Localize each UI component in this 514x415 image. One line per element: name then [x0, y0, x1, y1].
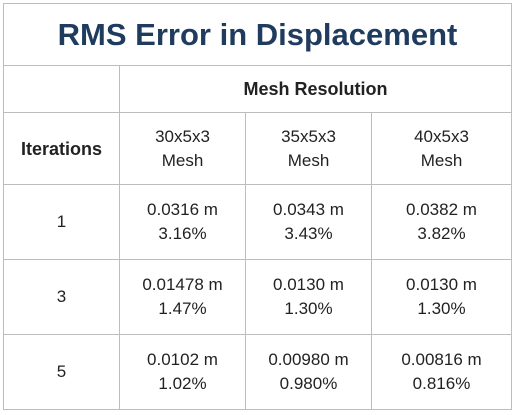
rms-error-table: RMS Error in Displacement Mesh Resolutio…: [3, 3, 512, 410]
table-cell: 0.0382 m 3.82%: [371, 184, 512, 260]
cell-percent: 1.30%: [417, 299, 466, 318]
column-header-line2: Mesh: [420, 150, 463, 170]
cell-percent: 1.47%: [158, 299, 207, 318]
column-header-line2: Mesh: [161, 150, 204, 170]
table-cell: 0.0102 m 1.02%: [119, 334, 246, 410]
table-container: RMS Error in Displacement Mesh Resolutio…: [3, 3, 512, 410]
table-cell: 0.0130 m 1.30%: [245, 259, 372, 335]
table-row: 1 0.0316 m 3.16% 0.0343 m 3.43% 0.0382 m…: [3, 184, 512, 260]
empty-corner-cell: [3, 65, 120, 113]
cell-percent: 1.30%: [284, 299, 333, 318]
column-header: 30x5x3 Mesh: [119, 112, 246, 185]
column-header-line1: 30x5x3: [155, 126, 210, 146]
cell-value: 0.0316 m: [147, 200, 218, 219]
cell-percent: 0.816%: [412, 374, 471, 393]
table-cell: 0.0130 m 1.30%: [371, 259, 512, 335]
iteration-label: 1: [3, 184, 120, 260]
table-cell: 0.0316 m 3.16%: [119, 184, 246, 260]
cell-value: 0.0102 m: [147, 350, 218, 369]
cell-percent: 3.82%: [417, 224, 466, 243]
row-header: Iterations: [3, 112, 120, 185]
cell-value: 0.0382 m: [406, 200, 477, 219]
cell-percent: 0.980%: [279, 374, 338, 393]
table-row: 5 0.0102 m 1.02% 0.00980 m 0.980% 0.0081…: [3, 334, 512, 410]
iteration-label: 3: [3, 259, 120, 335]
table-cell: 0.0343 m 3.43%: [245, 184, 372, 260]
iteration-label: 5: [3, 334, 120, 410]
column-header-line2: Mesh: [287, 150, 330, 170]
cell-value: 0.0343 m: [273, 200, 344, 219]
cell-percent: 3.16%: [158, 224, 207, 243]
cell-percent: 3.43%: [284, 224, 333, 243]
cell-value: 0.00816 m: [401, 350, 482, 369]
column-header-line1: 35x5x3: [281, 126, 336, 146]
cell-value: 0.01478 m: [142, 275, 223, 294]
table-cell: 0.01478 m 1.47%: [119, 259, 246, 335]
table-cell: 0.00816 m 0.816%: [371, 334, 512, 410]
table-row: 3 0.01478 m 1.47% 0.0130 m 1.30% 0.0130 …: [3, 259, 512, 335]
column-header: 40x5x3 Mesh: [371, 112, 512, 185]
cell-value: 0.00980 m: [268, 350, 349, 369]
cell-value: 0.0130 m: [406, 275, 477, 294]
group-header: Mesh Resolution: [119, 65, 512, 113]
column-header: 35x5x3 Mesh: [245, 112, 372, 185]
table-title: RMS Error in Displacement: [3, 3, 512, 66]
cell-value: 0.0130 m: [273, 275, 344, 294]
table-cell: 0.00980 m 0.980%: [245, 334, 372, 410]
column-header-line1: 40x5x3: [414, 126, 469, 146]
cell-percent: 1.02%: [158, 374, 207, 393]
